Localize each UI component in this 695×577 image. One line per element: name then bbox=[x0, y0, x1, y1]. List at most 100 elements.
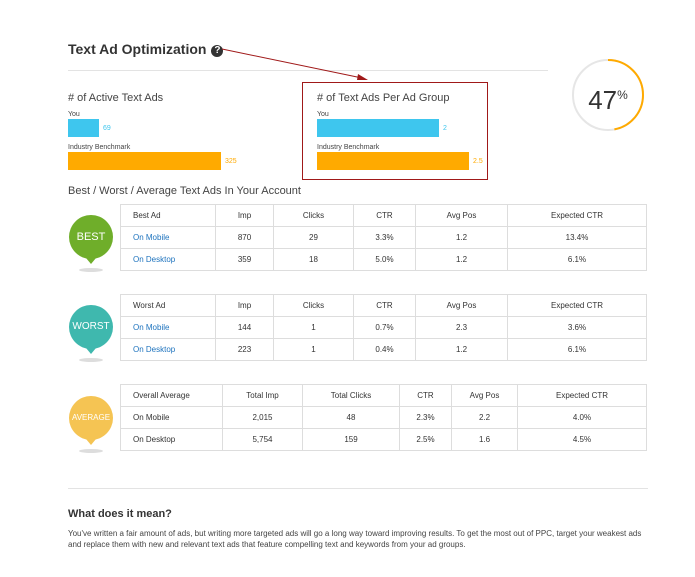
table-cell: 2.3 bbox=[415, 316, 508, 339]
table-cell: 4.0% bbox=[517, 406, 647, 429]
active-ads-bench-label: Industry Benchmark bbox=[68, 144, 131, 151]
table-row: On Desktop 359 18 5.0% 1.2 6.1% bbox=[120, 248, 647, 271]
page-title: Text Ad Optimization? bbox=[68, 41, 224, 57]
table-cell: 1 bbox=[273, 316, 354, 339]
table-header-row: Overall Average Total Imp Total Clicks C… bbox=[120, 384, 647, 407]
title-divider bbox=[68, 70, 548, 71]
header-cell: Total Imp bbox=[222, 384, 303, 407]
header-cell: Clicks bbox=[273, 204, 354, 227]
table-cell: 2.5% bbox=[399, 428, 452, 451]
header-cell: CTR bbox=[353, 294, 416, 317]
table-cell: 18 bbox=[273, 248, 354, 271]
best-badge: BEST bbox=[69, 215, 113, 259]
active-ads-you-value: 69 bbox=[103, 125, 111, 132]
table-row: On Mobile 2,015 48 2.3% 2.2 4.0% bbox=[120, 406, 647, 429]
header-cell: Total Clicks bbox=[302, 384, 400, 407]
header-cell: Expected CTR bbox=[507, 294, 647, 317]
active-ads-you-label: You bbox=[68, 111, 80, 118]
table-cell: 359 bbox=[215, 248, 274, 271]
worst-mobile-link[interactable]: On Mobile bbox=[120, 316, 216, 339]
table-cell: 1 bbox=[273, 338, 354, 361]
table-cell: 1.2 bbox=[415, 226, 508, 249]
table-cell: 1.6 bbox=[451, 428, 518, 451]
active-ads-bench-value: 325 bbox=[225, 158, 237, 165]
per-group-you-value: 2 bbox=[443, 125, 447, 132]
table-row: On Desktop 223 1 0.4% 1.2 6.1% bbox=[120, 338, 647, 361]
table-cell: 4.5% bbox=[517, 428, 647, 451]
header-cell: Expected CTR bbox=[507, 204, 647, 227]
table-cell: 29 bbox=[273, 226, 354, 249]
per-group-label: # of Text Ads Per Ad Group bbox=[317, 92, 450, 104]
score-number: 47 bbox=[588, 85, 618, 115]
active-ads-label: # of Active Text Ads bbox=[68, 92, 164, 104]
section-title: Best / Worst / Average Text Ads In Your … bbox=[68, 185, 301, 197]
score-unit: % bbox=[617, 88, 628, 102]
table-cell: 870 bbox=[215, 226, 274, 249]
table-cell: 3.3% bbox=[353, 226, 416, 249]
header-cell: Worst Ad bbox=[120, 294, 216, 317]
average-badge: AVERAGE bbox=[69, 396, 113, 440]
table-row: On Desktop 5,754 159 2.5% 1.6 4.5% bbox=[120, 428, 647, 451]
header-cell: CTR bbox=[399, 384, 452, 407]
best-table: Best Ad Imp Clicks CTR Avg Pos Expected … bbox=[120, 204, 647, 271]
worst-table: Worst Ad Imp Clicks CTR Avg Pos Expected… bbox=[120, 294, 647, 361]
worst-badge: WORST bbox=[69, 305, 113, 349]
per-group-bench-value: 2.5 bbox=[473, 158, 483, 165]
best-badge-shadow bbox=[79, 268, 103, 272]
header-cell: Clicks bbox=[273, 294, 354, 317]
question-circle-icon[interactable]: ? bbox=[211, 45, 224, 57]
best-desktop-link[interactable]: On Desktop bbox=[120, 248, 216, 271]
table-cell: 1.2 bbox=[415, 338, 508, 361]
average-table: Overall Average Total Imp Total Clicks C… bbox=[120, 384, 647, 451]
score-value: 47% bbox=[570, 57, 646, 133]
average-badge-tail bbox=[86, 439, 96, 445]
average-badge-shadow bbox=[79, 449, 103, 453]
meaning-text: You've written a fair amount of ads, but… bbox=[68, 529, 642, 549]
table-cell: 0.7% bbox=[353, 316, 416, 339]
best-badge-tail bbox=[86, 258, 96, 264]
per-group-you-label: You bbox=[317, 111, 329, 118]
header-cell: Avg Pos bbox=[415, 204, 508, 227]
per-group-bench-bar bbox=[317, 152, 469, 170]
active-ads-bench-bar bbox=[68, 152, 221, 170]
meaning-divider bbox=[68, 488, 648, 489]
header-cell: Expected CTR bbox=[517, 384, 647, 407]
table-cell: 48 bbox=[302, 406, 400, 429]
best-mobile-link[interactable]: On Mobile bbox=[120, 226, 216, 249]
row-label: On Mobile bbox=[120, 406, 223, 429]
score-gauge bbox=[572, 59, 644, 131]
worst-badge-tail bbox=[86, 348, 96, 354]
table-cell: 6.1% bbox=[507, 338, 647, 361]
table-cell: 0.4% bbox=[353, 338, 416, 361]
table-header-row: Worst Ad Imp Clicks CTR Avg Pos Expected… bbox=[120, 294, 647, 317]
table-cell: 1.2 bbox=[415, 248, 508, 271]
table-cell: 2,015 bbox=[222, 406, 303, 429]
header-cell: Avg Pos bbox=[451, 384, 518, 407]
per-group-you-bar bbox=[317, 119, 439, 137]
header-cell: Overall Average bbox=[120, 384, 223, 407]
table-cell: 159 bbox=[302, 428, 400, 451]
table-cell: 13.4% bbox=[507, 226, 647, 249]
row-label: On Desktop bbox=[120, 428, 223, 451]
header-cell: Best Ad bbox=[120, 204, 216, 227]
table-cell: 5.0% bbox=[353, 248, 416, 271]
title-text: Text Ad Optimization bbox=[68, 41, 207, 57]
header-cell: CTR bbox=[353, 204, 416, 227]
table-row: On Mobile 870 29 3.3% 1.2 13.4% bbox=[120, 226, 647, 249]
table-cell: 144 bbox=[215, 316, 274, 339]
highlight-box bbox=[302, 82, 488, 180]
table-cell: 223 bbox=[215, 338, 274, 361]
table-cell: 5,754 bbox=[222, 428, 303, 451]
worst-desktop-link[interactable]: On Desktop bbox=[120, 338, 216, 361]
table-cell: 2.2 bbox=[451, 406, 518, 429]
active-ads-you-bar bbox=[68, 119, 99, 137]
table-cell: 3.6% bbox=[507, 316, 647, 339]
worst-badge-shadow bbox=[79, 358, 103, 362]
table-cell: 6.1% bbox=[507, 248, 647, 271]
meaning-title: What does it mean? bbox=[68, 508, 172, 520]
header-cell: Imp bbox=[215, 294, 274, 317]
table-cell: 2.3% bbox=[399, 406, 452, 429]
header-cell: Imp bbox=[215, 204, 274, 227]
header-cell: Avg Pos bbox=[415, 294, 508, 317]
